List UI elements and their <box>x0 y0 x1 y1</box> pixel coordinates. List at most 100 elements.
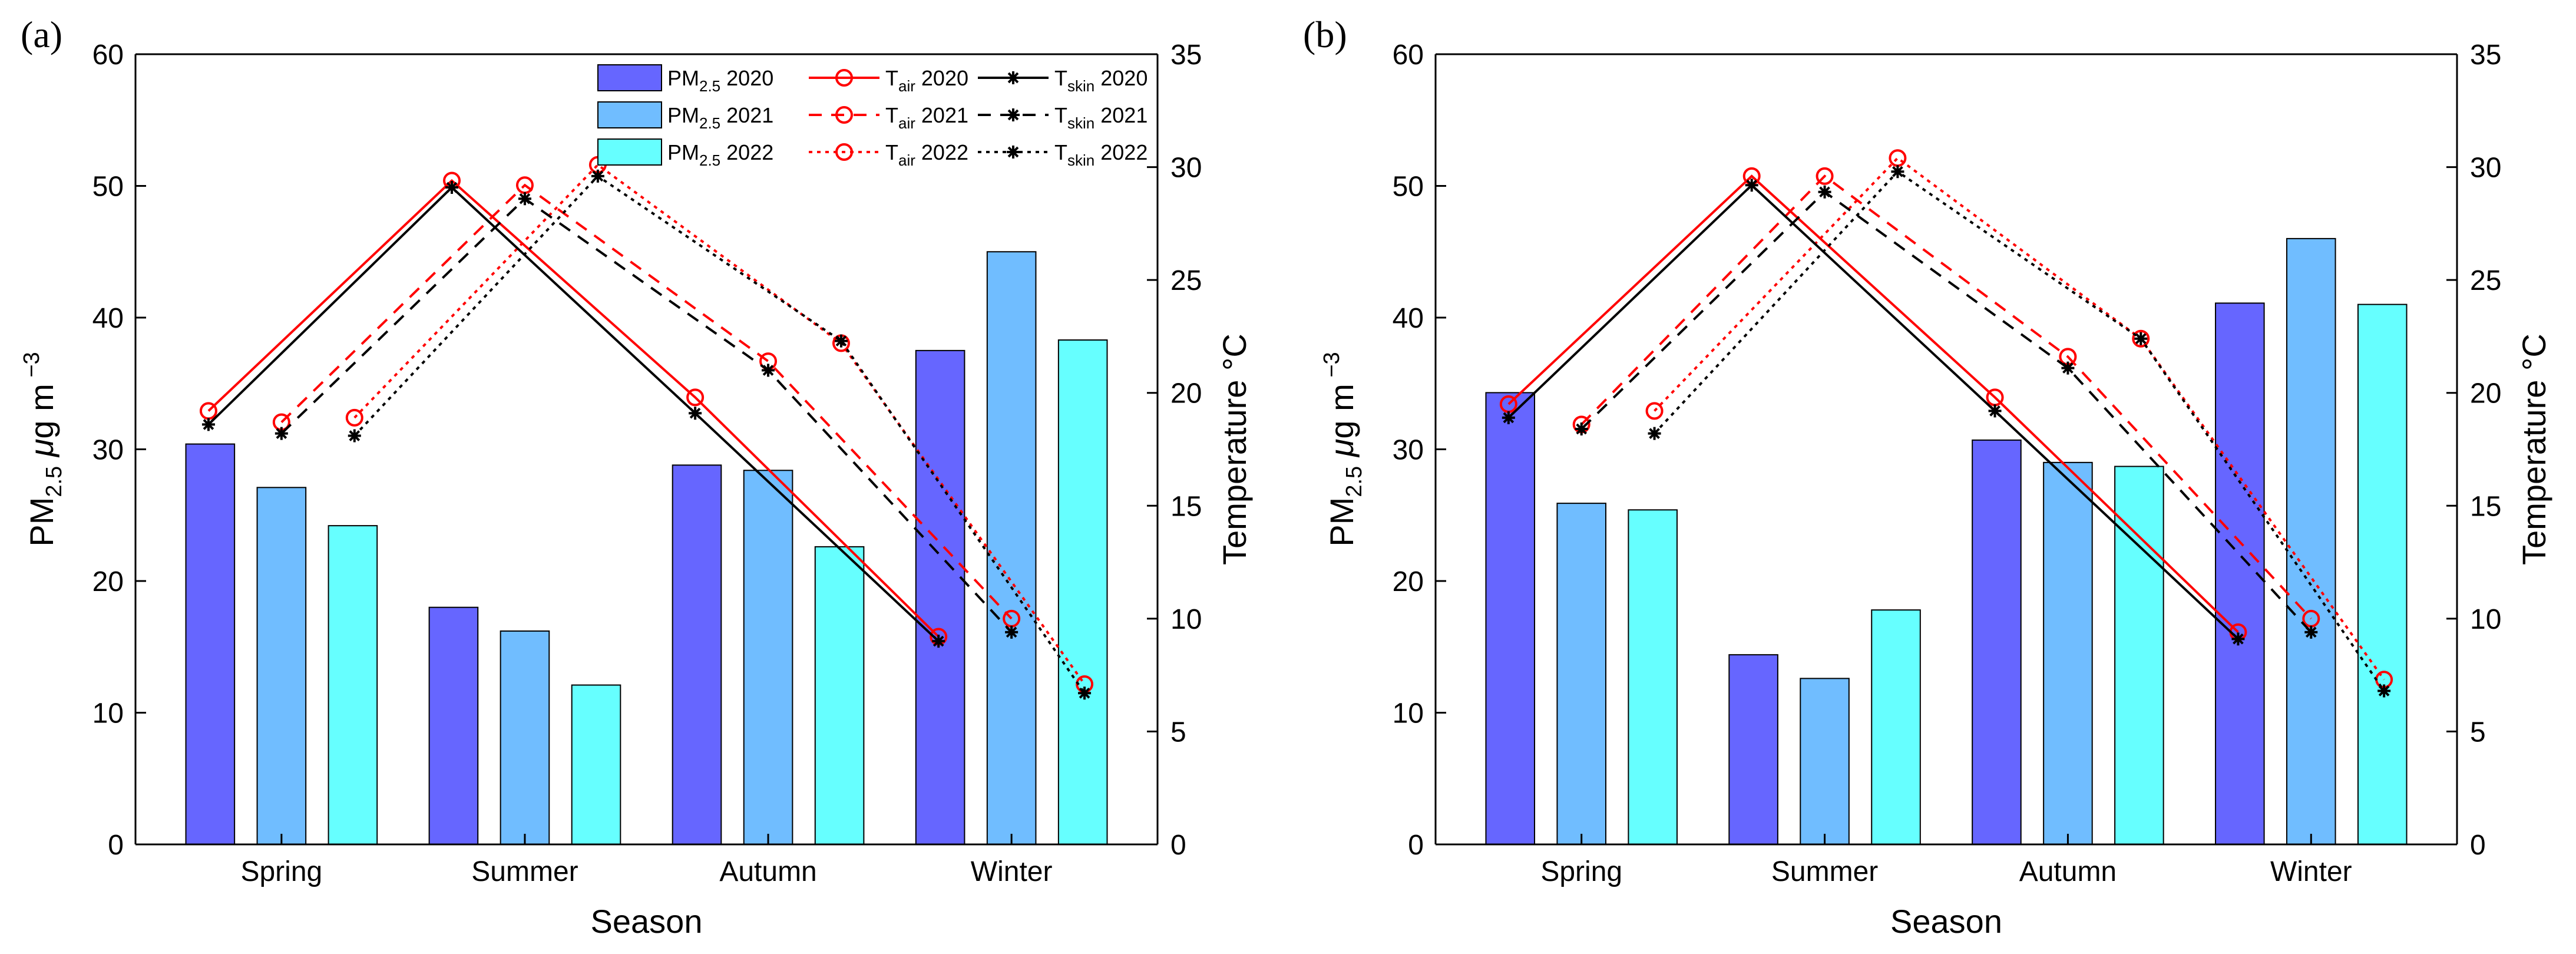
legend-subscript: air <box>898 114 915 132</box>
left-tick-label: 0 <box>108 830 124 861</box>
panel-label: (a) <box>21 14 62 55</box>
y-axis-label-left: PM2.5 μg m −3 <box>19 352 67 546</box>
tair-2022-line <box>1654 156 2385 681</box>
legend-marker-tair-2020 <box>835 69 853 87</box>
bar-2021-winter <box>986 251 1037 845</box>
right-tick-label: 25 <box>1170 265 1202 296</box>
tair-2020-line <box>207 179 940 638</box>
right-tick-label: 10 <box>1170 604 1202 635</box>
tair-2022-point-spring <box>345 408 363 427</box>
bar-2020-spring <box>185 443 236 845</box>
legend-base: T <box>1054 140 1067 164</box>
legend-base: T <box>885 66 898 90</box>
bar-2020-autumn <box>672 464 722 845</box>
bar-2020-summer <box>428 606 479 845</box>
right-tick-label: 30 <box>1170 153 1202 184</box>
bar-2021-summer <box>500 630 550 846</box>
panel-label: (b) <box>1303 14 1347 55</box>
legend-marker-tair-2021 <box>835 106 853 124</box>
left-tick-label: 40 <box>1393 303 1424 334</box>
legend-swatch-pm-2022 <box>597 138 662 166</box>
y-axis-label-right: Temperature °C <box>2515 334 2552 565</box>
legend-year: 2022 <box>720 140 773 164</box>
tskin-2020-point-spring <box>201 418 215 431</box>
tskin-2022-point-spring <box>348 429 361 443</box>
tair-2020-point-autumn <box>686 388 705 407</box>
legend-year: 2021 <box>720 103 773 127</box>
legend-base: PM <box>667 103 699 127</box>
legend-year: 2020 <box>720 66 773 90</box>
legend-year: 2022 <box>915 140 968 164</box>
legend-subscript: 2.5 <box>699 151 720 169</box>
right-tick-label: 35 <box>2470 39 2501 71</box>
legend-swatch-pm-2021 <box>597 101 662 128</box>
x-tick-label-summer: Summer <box>1771 856 1878 887</box>
chart-panel-a: 0 10 20 30 40 50 60 0 5 10 15 20 25 30 35 Spring Summer A… <box>19 14 1253 940</box>
tskin-2020-point-winter <box>932 635 945 648</box>
bar-2022-autumn <box>814 546 865 845</box>
tskin-2022-point-winter <box>2377 684 2391 698</box>
bar-2021-spring <box>1556 503 1606 845</box>
tskin-2021-point-summer <box>1818 185 1831 199</box>
legend-subscript: air <box>898 151 915 169</box>
legend-base: PM <box>667 140 699 164</box>
legend-subscript: skin <box>1067 151 1094 169</box>
left-tick-label: 40 <box>92 303 124 334</box>
left-tick-label: 10 <box>92 698 124 729</box>
bar-2021-summer <box>1800 678 1850 845</box>
tskin-2020-point-autumn <box>1988 404 2002 418</box>
tskin-2021-line <box>1580 190 2312 633</box>
tskin-2021-point-autumn <box>2061 361 2075 375</box>
tskin-2020-point-autumn <box>689 407 702 420</box>
tair-2020-line <box>1507 174 2239 633</box>
right-tick-label: 10 <box>2470 604 2501 635</box>
bar-2021-spring <box>256 487 307 845</box>
bar-2022-autumn <box>2114 466 2164 845</box>
legend-base: T <box>885 103 898 127</box>
left-tick-label: 30 <box>92 435 124 466</box>
tair-2021-line <box>1580 174 2312 620</box>
legend-marker-tskin-2022 <box>1007 146 1020 159</box>
tair-2022-line <box>353 163 1086 685</box>
right-tick-label: 0 <box>2470 830 2486 861</box>
x-tick-label-winter: Winter <box>971 856 1053 887</box>
ylabel-subscript: 2.5 <box>42 466 67 497</box>
legend-base: T <box>1054 66 1067 90</box>
bar-2021-autumn <box>2043 461 2093 845</box>
legend-subscript: air <box>898 77 915 95</box>
right-tick-label: 20 <box>1170 378 1202 410</box>
ylabel-unit: g m <box>23 384 60 438</box>
tskin-2021-point-winter <box>1005 625 1019 639</box>
ylabel-space <box>23 457 60 466</box>
tskin-2021-point-spring <box>275 427 288 440</box>
legend-year: 2021 <box>1094 103 1148 127</box>
bar-2020-winter <box>915 349 965 845</box>
legend-label-tskin-2021: Tskin 2021 <box>1054 103 1148 132</box>
x-tick-label-spring: Spring <box>240 856 322 887</box>
legend-subscript: skin <box>1067 77 1094 95</box>
bar-2021-autumn <box>743 470 793 845</box>
left-tick-label: 60 <box>1393 39 1424 71</box>
tskin-2021-point-summer <box>518 192 531 206</box>
ylabel-space <box>1323 457 1360 466</box>
tskin-2021-point-autumn <box>762 364 775 377</box>
ylabel-mu: μ <box>1323 439 1360 458</box>
legend-label-tskin-2020: Tskin 2020 <box>1054 66 1148 95</box>
tskin-2022-point-summer <box>591 169 604 183</box>
legend-year: 2022 <box>1094 140 1148 164</box>
tskin-2022-point-autumn <box>2134 332 2148 345</box>
tskin-2022-point-winter <box>1078 686 1092 700</box>
ylabel-subscript: 2.5 <box>1342 466 1367 497</box>
bar-2020-summer <box>1728 654 1778 846</box>
bar-2020-autumn <box>1972 439 2022 845</box>
right-tick-label: 15 <box>1170 491 1202 522</box>
bar-2020-spring <box>1485 392 1536 845</box>
x-tick-label-autumn: Autumn <box>719 856 816 887</box>
tskin-2020-point-summer <box>1745 179 1758 192</box>
ylabel-base: PM <box>1323 497 1360 547</box>
ylabel-superscript: −3 <box>19 352 44 384</box>
tskin-2021-point-spring <box>1575 422 1588 436</box>
bar-2022-summer <box>1871 609 1921 846</box>
